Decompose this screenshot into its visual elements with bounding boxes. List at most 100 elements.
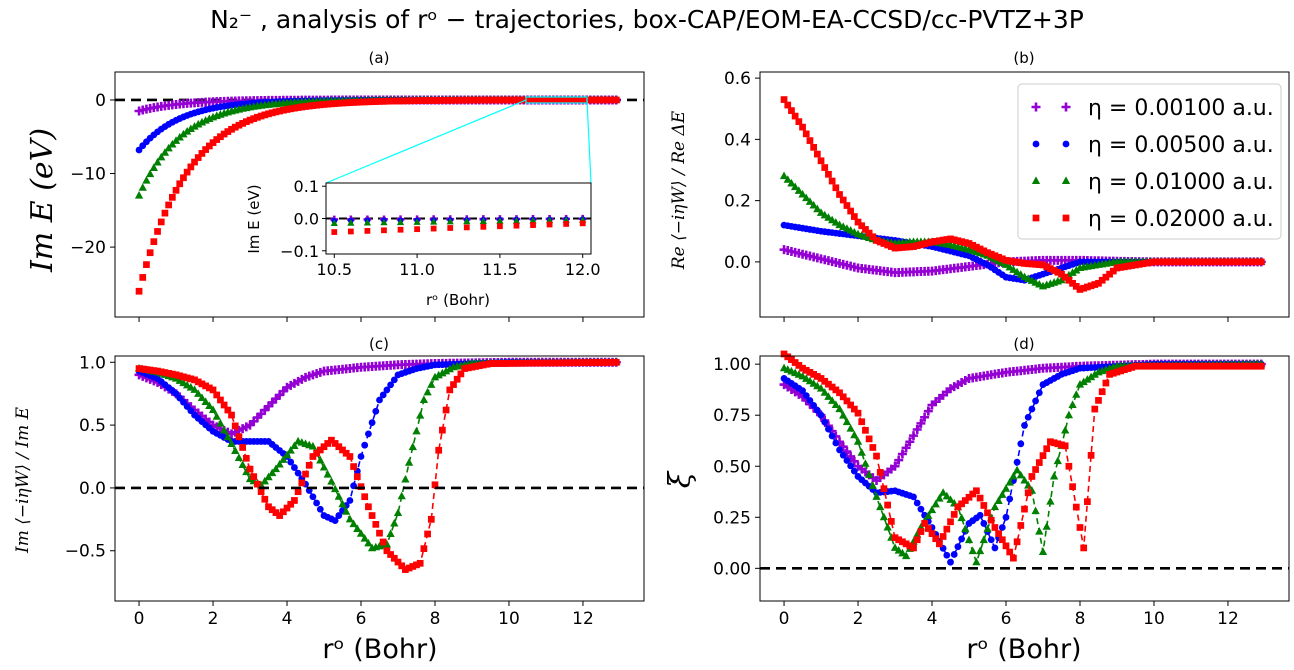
- data-point: [795, 118, 803, 125]
- data-point: [387, 381, 394, 389]
- data-point: [902, 540, 910, 548]
- data-point: [1076, 524, 1084, 531]
- data-point: [1224, 362, 1232, 370]
- data-point: [1061, 273, 1069, 281]
- data-point: [368, 419, 376, 426]
- data-point: [820, 388, 829, 396]
- data-point: [423, 387, 432, 396]
- data-point: [143, 261, 150, 268]
- x-tick-label: 8: [1075, 609, 1086, 629]
- data-point: [1154, 362, 1162, 370]
- data-point: [1202, 362, 1210, 370]
- inset-data-point: [413, 218, 421, 225]
- data-point: [928, 530, 936, 537]
- data-point: [1038, 547, 1048, 555]
- data-point: [957, 513, 966, 522]
- data-point: [305, 461, 313, 469]
- y-tick-label: 0.00: [713, 559, 751, 579]
- data-point: [1143, 362, 1150, 370]
- data-point: [172, 371, 180, 379]
- data-point: [265, 503, 272, 511]
- data-point: [319, 462, 329, 471]
- data-point: [1165, 258, 1173, 266]
- inset-x-tick-label: 11.0: [399, 260, 435, 279]
- data-point: [958, 500, 965, 508]
- data-point: [976, 245, 984, 253]
- data-point: [1054, 440, 1062, 448]
- data-point: [464, 96, 472, 104]
- data-point: [442, 96, 450, 104]
- inset-y-tick-label: 0.0: [294, 210, 319, 229]
- data-point: [1180, 258, 1187, 266]
- data-point: [998, 255, 1006, 263]
- data-point: [516, 96, 524, 104]
- data-point: [276, 512, 283, 519]
- data-point: [995, 253, 1002, 261]
- data-point: [205, 142, 213, 150]
- data-point: [272, 509, 280, 516]
- data-point: [265, 110, 272, 118]
- data-point: [791, 182, 800, 191]
- data-point: [935, 493, 944, 502]
- data-point: [1054, 268, 1062, 276]
- data-point: [409, 563, 417, 570]
- data-point: [991, 544, 999, 552]
- legend-marker: [1031, 102, 1041, 112]
- data-point: [439, 426, 446, 434]
- data-point: [231, 123, 239, 131]
- x-tick-label: 4: [282, 609, 293, 629]
- data-point: [409, 97, 417, 105]
- data-point: [1217, 362, 1224, 370]
- data-point: [461, 365, 468, 372]
- data-point: [865, 229, 873, 237]
- data-point: [1243, 362, 1250, 370]
- data-point: [353, 98, 361, 106]
- data-point: [439, 97, 446, 104]
- data-point: [964, 535, 974, 544]
- data-point: [416, 97, 424, 104]
- data-point: [413, 97, 420, 105]
- data-point: [372, 520, 380, 528]
- data-point: [973, 487, 980, 495]
- data-point: [836, 446, 843, 454]
- data-point: [309, 493, 317, 501]
- data-point: [990, 502, 1000, 511]
- y-tick-label: 0.4: [724, 130, 751, 150]
- data-point: [1239, 258, 1247, 266]
- data-point: [917, 528, 925, 535]
- data-point: [968, 546, 977, 555]
- data-point: [806, 397, 814, 404]
- data-point: [779, 171, 789, 180]
- data-point: [828, 432, 836, 440]
- data-point: [142, 176, 151, 184]
- data-point: [390, 518, 399, 527]
- data-point: [457, 370, 465, 378]
- data-point: [424, 530, 431, 538]
- data-point: [1124, 262, 1132, 270]
- data-point: [361, 441, 369, 449]
- data-point: [984, 249, 991, 257]
- data-point: [1165, 362, 1173, 370]
- x-tick-label: 12: [572, 609, 594, 629]
- data-point: [1050, 267, 1058, 274]
- data-point: [1047, 265, 1054, 272]
- data-point: [612, 96, 620, 104]
- data-point: [594, 359, 602, 366]
- y-tick-label: −20: [70, 238, 106, 258]
- data-point: [197, 393, 207, 401]
- y-tick-label: 1.00: [713, 355, 751, 375]
- data-point: [346, 453, 354, 460]
- data-point: [168, 193, 176, 201]
- data-point: [1035, 389, 1043, 397]
- inset-data-point: [512, 216, 521, 224]
- data-point: [575, 359, 583, 367]
- data-point: [846, 451, 856, 461]
- data-point: [1047, 438, 1054, 446]
- data-point: [839, 393, 847, 401]
- data-point: [1028, 405, 1036, 413]
- data-point: [1121, 366, 1128, 374]
- data-point: [1017, 259, 1025, 267]
- inset-x-tick-label: 12.0: [565, 260, 601, 279]
- data-point: [1075, 379, 1085, 388]
- data-point: [895, 244, 903, 252]
